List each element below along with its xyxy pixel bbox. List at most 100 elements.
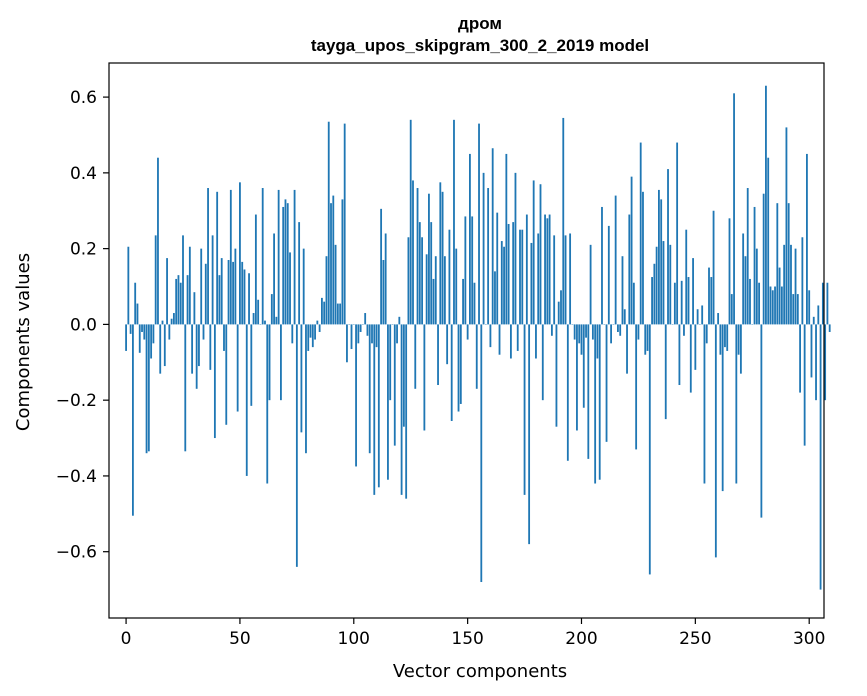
bar — [204, 263, 207, 325]
bar — [760, 324, 763, 518]
bar — [628, 214, 631, 325]
bar — [487, 188, 490, 325]
bar — [446, 324, 449, 365]
bar — [473, 282, 476, 325]
bar — [402, 324, 405, 427]
bar — [623, 309, 626, 325]
bar — [421, 237, 424, 325]
bar — [450, 324, 453, 421]
bar — [318, 324, 321, 332]
bar — [416, 188, 419, 325]
bar — [785, 127, 788, 325]
bar — [582, 324, 585, 408]
bar — [152, 324, 155, 344]
bar — [753, 206, 756, 325]
bar — [184, 324, 187, 452]
bar — [787, 203, 790, 325]
bar — [428, 193, 430, 325]
bar — [268, 324, 271, 401]
bar — [662, 241, 665, 325]
bar — [749, 278, 751, 325]
bar — [300, 324, 303, 433]
bar — [642, 191, 644, 325]
bar — [455, 248, 458, 325]
bar — [293, 189, 296, 325]
bar — [532, 180, 535, 325]
bar — [516, 324, 519, 351]
bar — [398, 316, 401, 325]
bar — [744, 256, 747, 325]
bar — [519, 229, 521, 325]
bar — [389, 324, 392, 401]
bar — [298, 222, 301, 325]
bar — [678, 324, 681, 386]
bar — [202, 324, 205, 340]
bar — [295, 324, 298, 567]
bar — [503, 246, 505, 325]
bar — [730, 294, 733, 325]
bar — [696, 309, 699, 325]
bar — [418, 222, 421, 325]
bar — [330, 203, 332, 325]
bar — [471, 216, 474, 325]
bar — [441, 191, 444, 325]
bar — [275, 316, 278, 325]
bar — [742, 233, 745, 325]
bar — [530, 242, 533, 325]
bar — [480, 324, 483, 583]
bar — [377, 324, 380, 488]
bar — [557, 301, 560, 325]
bar — [125, 324, 127, 351]
bar — [576, 324, 578, 431]
bar — [234, 248, 237, 325]
bar — [425, 254, 428, 325]
bar — [250, 324, 253, 406]
bar — [719, 324, 722, 355]
bar — [596, 324, 599, 359]
bar — [478, 123, 480, 325]
bar — [705, 324, 708, 344]
y-tick-label: 0.6 — [70, 88, 97, 108]
bar — [346, 324, 348, 363]
bar — [601, 206, 603, 325]
bar — [311, 324, 314, 348]
bar — [507, 224, 510, 325]
bar — [387, 324, 389, 480]
bar — [544, 214, 546, 325]
bar — [803, 324, 806, 446]
bar — [437, 324, 439, 386]
bar — [223, 324, 225, 351]
x-tick-label: 200 — [565, 629, 597, 649]
bar — [708, 267, 710, 325]
bar — [172, 313, 175, 325]
bar — [806, 153, 808, 325]
bar — [236, 324, 239, 412]
bar — [728, 218, 731, 325]
bar — [407, 237, 410, 325]
bar — [225, 324, 228, 425]
y-axis: −0.6 −0.4 −0.2 0.0 0.2 0.4 0.6 — [56, 88, 109, 563]
bar — [216, 191, 219, 325]
bar — [817, 305, 820, 325]
bar — [537, 233, 540, 325]
bar — [819, 324, 822, 590]
bar — [157, 157, 159, 325]
bar — [774, 286, 776, 325]
y-tick-label: −0.6 — [56, 543, 97, 563]
bar — [448, 229, 451, 325]
bar — [273, 233, 275, 325]
x-axis-label: Vector components — [393, 661, 567, 682]
bar — [801, 237, 804, 325]
bar — [541, 324, 544, 401]
bar — [432, 278, 435, 325]
bar — [635, 324, 638, 450]
bar — [291, 324, 294, 344]
bar — [605, 324, 608, 442]
bar — [207, 188, 209, 325]
bar — [703, 324, 706, 484]
bar — [286, 203, 289, 325]
bar — [266, 324, 269, 484]
bar — [270, 294, 273, 325]
bar — [626, 324, 628, 374]
bar — [796, 294, 799, 325]
